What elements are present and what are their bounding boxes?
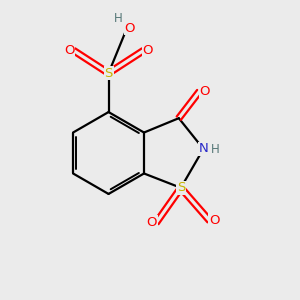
Text: O: O <box>200 85 210 98</box>
Text: H: H <box>210 143 219 156</box>
Text: H: H <box>114 12 123 25</box>
Text: S: S <box>104 67 113 80</box>
Text: O: O <box>125 22 135 34</box>
Text: S: S <box>177 181 185 194</box>
Text: O: O <box>142 44 153 57</box>
Text: O: O <box>64 44 74 57</box>
Text: N: N <box>199 142 208 155</box>
Text: O: O <box>209 214 219 227</box>
Text: O: O <box>146 216 157 229</box>
